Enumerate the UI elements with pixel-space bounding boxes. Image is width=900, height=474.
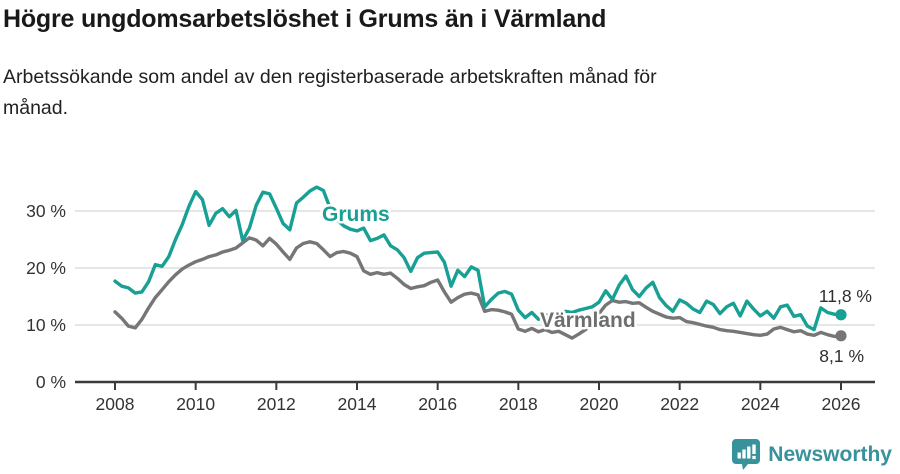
end-dot-grums: [835, 309, 847, 321]
x-axis-tick-label: 2018: [499, 394, 538, 414]
chart-subtitle: Arbetssökande som andel av den registerb…: [3, 62, 863, 124]
y-axis-tick-label: 30 %: [26, 201, 66, 221]
newsworthy-brand-text: Newsworthy: [768, 442, 892, 466]
series-label-varmland: Värmland: [540, 309, 636, 332]
series-line-grums: [113, 185, 843, 332]
end-dot-varmland: [835, 330, 847, 342]
y-axis-tick-label: 0 %: [36, 372, 66, 392]
newsworthy-logo-icon: [732, 439, 761, 470]
chart-subtitle-line2: månad.: [3, 97, 69, 119]
x-axis-tick-label: 2024: [741, 394, 780, 414]
newsworthy-logo[interactable]: Newsworthy: [732, 439, 892, 470]
x-axis-tick-label: 2022: [660, 394, 699, 414]
x-axis-tick-label: 2016: [418, 394, 457, 414]
chart-subtitle-line1: Arbetssökande som andel av den registerb…: [3, 66, 657, 88]
series-label-grums: Grums: [322, 203, 390, 226]
end-value-label-grums: 11,8 %: [819, 286, 872, 306]
end-value-label-varmland: 8,1 %: [819, 346, 864, 366]
page-title: Högre ungdomsarbetslöshet i Grums än i V…: [3, 5, 607, 33]
x-axis-tick-label: 2014: [338, 394, 377, 414]
x-axis-tick-label: 2010: [176, 394, 215, 414]
x-axis-tick-label: 2020: [580, 394, 619, 414]
x-axis-tick-label: 2012: [257, 394, 296, 414]
y-axis-tick-label: 10 %: [26, 315, 66, 335]
x-axis-tick-label: 2026: [822, 394, 861, 414]
x-axis-tick-label: 2008: [96, 394, 135, 414]
series-line-varmland: [113, 236, 843, 340]
y-axis-tick-label: 20 %: [26, 258, 66, 278]
